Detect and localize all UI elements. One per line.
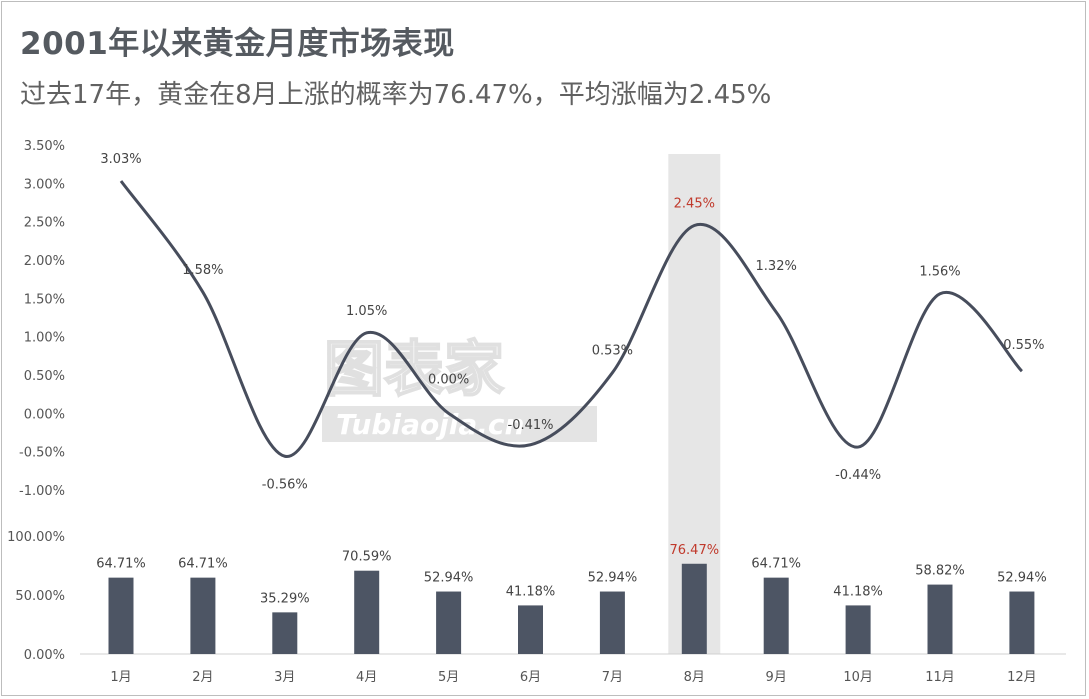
bar-y-tick-label: 50.00% bbox=[15, 589, 65, 604]
line-data-label: -0.56% bbox=[262, 477, 308, 492]
line-y-tick-label: -1.00% bbox=[19, 484, 65, 499]
line-data-label: -0.41% bbox=[508, 418, 554, 433]
bar-y-tick-label: 100.00% bbox=[7, 530, 65, 545]
line-y-tick-label: -0.50% bbox=[19, 446, 65, 461]
bar-12月 bbox=[1009, 591, 1035, 654]
bar-1月 bbox=[108, 577, 134, 654]
x-tick-label: 7月 bbox=[602, 670, 623, 685]
bar-5月 bbox=[436, 591, 462, 654]
bar-7月 bbox=[599, 591, 625, 654]
bar-9月 bbox=[763, 577, 789, 654]
line-data-label: 0.55% bbox=[1003, 338, 1044, 353]
bar-11月 bbox=[927, 584, 953, 654]
x-tick-label: 9月 bbox=[766, 670, 787, 685]
x-tick-label: 4月 bbox=[356, 670, 377, 685]
x-tick-label: 8月 bbox=[684, 670, 705, 685]
line-y-tick-label: 3.50% bbox=[24, 139, 65, 154]
line-data-label: 3.03% bbox=[100, 152, 141, 167]
bar-data-label: 64.71% bbox=[751, 557, 801, 572]
bar-6月 bbox=[518, 605, 543, 654]
line-data-label: 1.58% bbox=[182, 263, 223, 278]
x-tick-label: 1月 bbox=[110, 670, 131, 685]
bar-y-tick-label: 0.00% bbox=[24, 648, 65, 663]
line-data-label: -0.44% bbox=[835, 468, 881, 483]
line-data-label: 1.32% bbox=[756, 259, 797, 274]
line-y-tick-label: 1.00% bbox=[24, 331, 65, 346]
chart-subtitle: 过去17年，黄金在8月上涨的概率为76.47%，平均涨幅为2.45% bbox=[20, 80, 772, 110]
line-series-path bbox=[119, 180, 1023, 458]
bar-data-label: 70.59% bbox=[342, 550, 392, 565]
bar-data-label: 76.47% bbox=[670, 543, 720, 558]
line-data-label: 0.00% bbox=[428, 372, 469, 387]
line-data-label: 1.05% bbox=[346, 304, 387, 319]
line-y-tick-label: 3.00% bbox=[24, 177, 65, 192]
bar-3月 bbox=[272, 612, 298, 654]
bar-data-label: 52.94% bbox=[997, 571, 1047, 586]
bar-data-label: 35.29% bbox=[260, 591, 310, 606]
bar-data-label: 64.71% bbox=[96, 557, 146, 572]
x-tick-label: 2月 bbox=[192, 670, 213, 685]
x-tick-label: 5月 bbox=[438, 670, 459, 685]
line-data-label: 0.53% bbox=[592, 344, 633, 359]
bar-data-label: 64.71% bbox=[178, 557, 228, 572]
bar-2月 bbox=[190, 577, 216, 654]
line-y-tick-label: 0.50% bbox=[24, 369, 65, 384]
bar-data-label: 41.18% bbox=[506, 584, 556, 599]
bar-data-label: 52.94% bbox=[424, 571, 474, 586]
bar-4月 bbox=[354, 570, 380, 654]
line-y-tick-label: 2.50% bbox=[24, 216, 65, 231]
x-tick-label: 10月 bbox=[843, 670, 873, 685]
bar-data-label: 41.18% bbox=[833, 584, 883, 599]
bar-10月 bbox=[845, 605, 871, 654]
bar-data-label: 52.94% bbox=[588, 571, 638, 586]
chart-title: 2001年以来黄金月度市场表现 bbox=[20, 26, 455, 62]
line-y-tick-label: 0.00% bbox=[24, 407, 65, 422]
line-y-tick-label: 1.50% bbox=[24, 292, 65, 307]
line-data-label: 1.56% bbox=[919, 265, 960, 280]
x-tick-label: 3月 bbox=[274, 670, 295, 685]
x-tick-label: 12月 bbox=[1007, 670, 1037, 685]
line-y-tick-label: 2.00% bbox=[24, 254, 65, 269]
bar-8月 bbox=[681, 563, 707, 654]
bar-data-label: 58.82% bbox=[915, 564, 965, 579]
line-data-label: 2.45% bbox=[674, 197, 715, 212]
x-tick-label: 6月 bbox=[520, 670, 541, 685]
x-tick-label: 11月 bbox=[925, 670, 955, 685]
